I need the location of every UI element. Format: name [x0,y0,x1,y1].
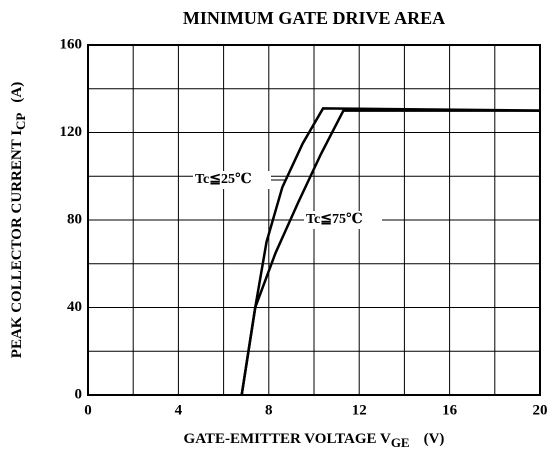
chart-title: MINIMUM GATE DRIVE AREA [183,8,445,28]
x-tick-label: 16 [442,402,458,418]
x-axis-title: GATE-EMITTER VOLTAGE VGE (V) [184,431,445,450]
y-axis-title-text: PEAK COLLECTOR CURRENT I [9,130,25,358]
y-axis-title-sub: CP [13,113,28,130]
x-axis-title-sub: GE [391,435,410,450]
x-tick-label: 8 [265,402,273,418]
annotation-bg [304,211,382,229]
y-tick-label: 0 [75,386,83,402]
annotation-bg [193,171,271,189]
x-axis-title-unit: (V) [424,431,445,447]
y-tick-label: 120 [60,124,83,140]
x-axis-title-text: GATE-EMITTER VOLTAGE V [184,431,391,447]
y-tick-label: 80 [67,211,82,227]
line-series [240,109,540,396]
plot-frame [87,44,541,396]
series-annotation: Tc≦25℃ [195,172,252,187]
y-axis-title-unit: (A) [9,82,25,103]
x-tick-label: 0 [84,402,92,418]
y-tick-label: 40 [67,299,82,315]
y-tick-label: 160 [60,36,83,52]
x-tick-label: 12 [352,402,367,418]
series-annotation: Tc≦75℃ [306,212,363,227]
x-tick-label: 4 [175,402,183,418]
y-axis-title: PEAK COLLECTOR CURRENT ICP (A) [9,82,28,358]
x-tick-label: 20 [533,402,548,418]
